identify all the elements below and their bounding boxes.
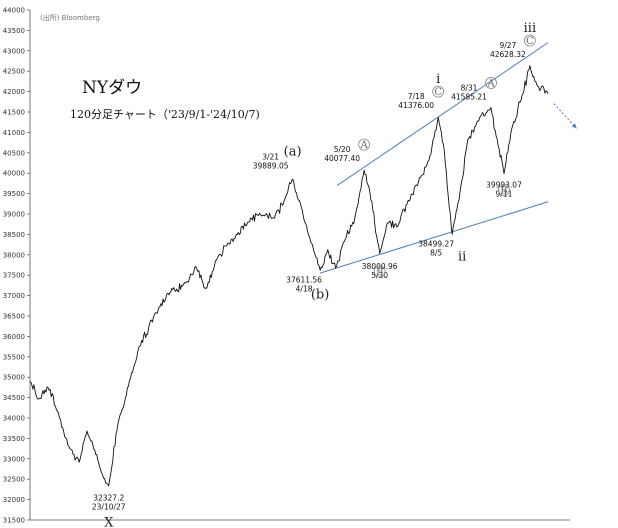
y-tick-label: 42500 <box>3 68 25 76</box>
y-tick-label: 40500 <box>3 149 25 157</box>
y-tick-label: 44000 <box>3 7 25 15</box>
annotation-peak-A2: 8/31 <box>461 84 478 93</box>
annotation-low-B2: 9/11 <box>496 189 513 198</box>
annotation-peak-C1: 41376.00 <box>398 101 434 110</box>
annotation-low-B1: 38000.96 <box>362 262 398 271</box>
annotation-low-ii: 38499.27 <box>418 239 454 248</box>
annotation-peak-a: 39889.05 <box>253 162 289 171</box>
wave-circle <box>524 34 536 47</box>
wave-circle <box>358 138 370 151</box>
wave-label-A-8: A <box>486 79 495 90</box>
chart-subtitle: 120分足チャート（'23/9/1-'24/10/7) <box>70 108 260 121</box>
y-tick-label: 36000 <box>3 333 25 341</box>
price-series <box>29 65 549 487</box>
annotation-low-B1: 5/30 <box>371 271 388 280</box>
wave-label-b-2: (b) <box>311 288 329 303</box>
y-tick-label: 35500 <box>3 353 25 361</box>
annotation-low-b: 4/18 <box>296 285 313 294</box>
y-tick-label: 34000 <box>3 415 25 423</box>
y-tick-label: 43000 <box>3 47 25 55</box>
annotation-low-x: 23/10/27 <box>92 502 126 511</box>
annotation-peak-A1: 40077.40 <box>324 154 360 163</box>
wave-circle <box>485 77 497 89</box>
annotation-low-x: 32327.2 <box>93 493 124 502</box>
wave-label-iii-11: iii <box>524 21 536 36</box>
source-label: (出所) Bloomberg <box>40 13 100 22</box>
annotation-peak-a: 3/21 <box>262 153 279 162</box>
wave-label-i-6: i <box>436 72 440 87</box>
wave-label-A-3: A <box>359 140 368 151</box>
y-tick-label: 38500 <box>3 231 25 239</box>
y-tick-label: 39000 <box>3 211 25 219</box>
y-tick-label: 37000 <box>3 292 25 300</box>
y-tick-label: 36500 <box>3 313 25 321</box>
forecast-arrow-head <box>571 123 577 129</box>
annotation-peak-A1: 5/20 <box>334 145 351 154</box>
wave-label-B-9: B <box>500 185 507 196</box>
y-tick-label: 31500 <box>3 517 25 525</box>
y-tick-label: 40000 <box>3 170 25 178</box>
wave-label-X-0: X <box>104 515 114 528</box>
wave-label-a-1: (a) <box>284 145 302 160</box>
wave-circle <box>373 265 386 278</box>
y-tick-label: 43500 <box>3 27 25 35</box>
y-tick-label: 42000 <box>3 88 25 96</box>
chart-title: NYダウ <box>82 78 142 98</box>
y-tick-label: 33500 <box>3 435 25 443</box>
y-tick-label: 41500 <box>3 109 25 117</box>
annotation-peak-A2: 41585.21 <box>451 93 487 102</box>
y-axis: 31500 32000 32500 33000 33500 34000 34500 35000… <box>3 7 570 525</box>
upper-channel-line <box>336 42 549 186</box>
wave-label-C-10: C <box>526 36 534 47</box>
price-line <box>29 65 549 487</box>
annotation-low-B2: 39993.07 <box>486 180 522 189</box>
forecast-arrow-line <box>553 103 577 129</box>
annotation-peak-C2: 9/27 <box>499 41 516 50</box>
annotation-low-ii: 8/5 <box>430 248 442 257</box>
y-tick-label: 32000 <box>3 496 25 504</box>
y-tick-label: 33000 <box>3 455 25 463</box>
y-tick-label: 32500 <box>3 476 25 484</box>
y-tick-label: 39500 <box>3 190 25 198</box>
y-tick-label: 34500 <box>3 394 25 402</box>
annotation-low-b: 37611.56 <box>286 276 322 285</box>
lower-channel-line <box>319 201 549 274</box>
annotation-peak-C2: 42628.32 <box>490 50 526 59</box>
y-tick-label: 35000 <box>3 374 25 382</box>
trend-lines <box>319 42 577 274</box>
wave-circle <box>498 184 510 196</box>
y-tick-label: 41000 <box>3 129 25 137</box>
annotation-peak-C1: 7/18 <box>408 92 425 101</box>
y-tick-label: 38000 <box>3 251 25 259</box>
y-tick-label: 37500 <box>3 272 25 280</box>
wave-circle <box>432 85 445 98</box>
wave-label-ii-7: ii <box>458 249 466 264</box>
wave-label-B-4: B <box>376 267 383 278</box>
wave-label-C-5: C <box>434 87 442 98</box>
